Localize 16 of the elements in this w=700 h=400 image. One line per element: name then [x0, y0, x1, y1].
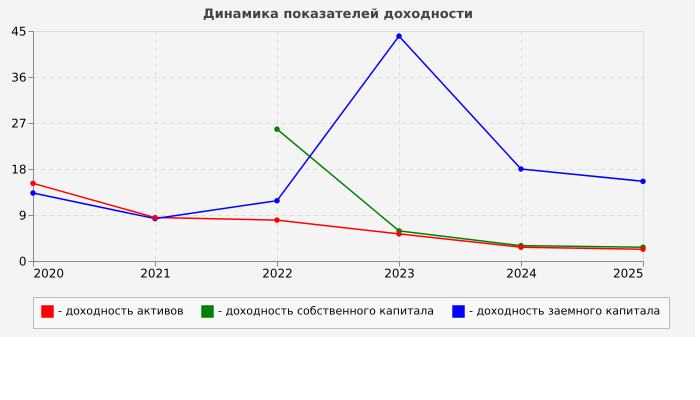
chart-title: Динамика показателей доходности [203, 7, 473, 22]
x-tick-label: 2024 [506, 266, 537, 280]
y-tick-label: 45 [11, 24, 26, 38]
legend-label: - доходность заемного капитала [469, 304, 660, 318]
x-tick-label: 2023 [384, 266, 415, 280]
x-tick-label: 2022 [262, 266, 293, 280]
y-tick-label: 27 [11, 116, 26, 130]
legend-label: - доходность собственного капитала [218, 304, 434, 318]
y-tick-label: 9 [18, 208, 26, 222]
x-tick-label: 2021 [140, 266, 171, 280]
x-tick-label: 2020 [34, 266, 64, 280]
y-tick-label: 0 [18, 254, 26, 268]
y-tick-label: 36 [11, 70, 26, 84]
legend-label: - доходность активов [58, 304, 184, 318]
x-tick-label: 2025 [612, 266, 644, 280]
y-tick-label: 18 [11, 162, 26, 176]
